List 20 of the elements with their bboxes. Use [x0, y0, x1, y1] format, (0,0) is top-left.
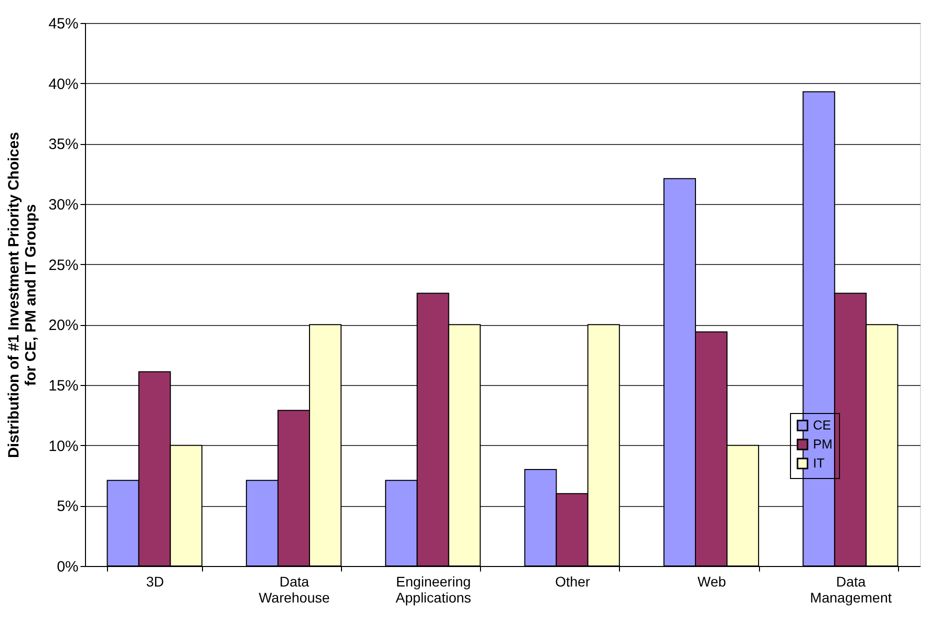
y-tick-label: 5%	[56, 498, 78, 516]
y-axis-title: Distribution of #1 Investment Priority Choices for CE, PM and IT Groups	[5, 132, 40, 458]
y-tick-label: 45%	[48, 16, 78, 32]
x-tick-label: Data Management	[810, 574, 892, 606]
x-tick-label: Engineering Applications	[396, 574, 472, 606]
y-tick-label: 20%	[48, 317, 78, 334]
y-tick-label: 35%	[48, 136, 78, 154]
x-tick-label: Web	[697, 574, 726, 590]
y-tick-label: 15%	[48, 378, 78, 394]
y-tick-label: 0%	[56, 558, 78, 576]
x-tick-label: 3D	[146, 574, 164, 590]
x-tick-label: Other	[555, 574, 590, 590]
legend-label: PM	[813, 436, 832, 452]
legend-label: IT	[813, 456, 825, 470]
legend-label: CE	[813, 418, 832, 432]
y-tick-label: 25%	[48, 256, 78, 274]
x-tick-label: Data Warehouse	[258, 574, 330, 606]
y-tick-label: 10%	[48, 438, 78, 455]
y-tick-label: 30%	[48, 196, 78, 214]
y-tick-label: 40%	[48, 76, 78, 93]
